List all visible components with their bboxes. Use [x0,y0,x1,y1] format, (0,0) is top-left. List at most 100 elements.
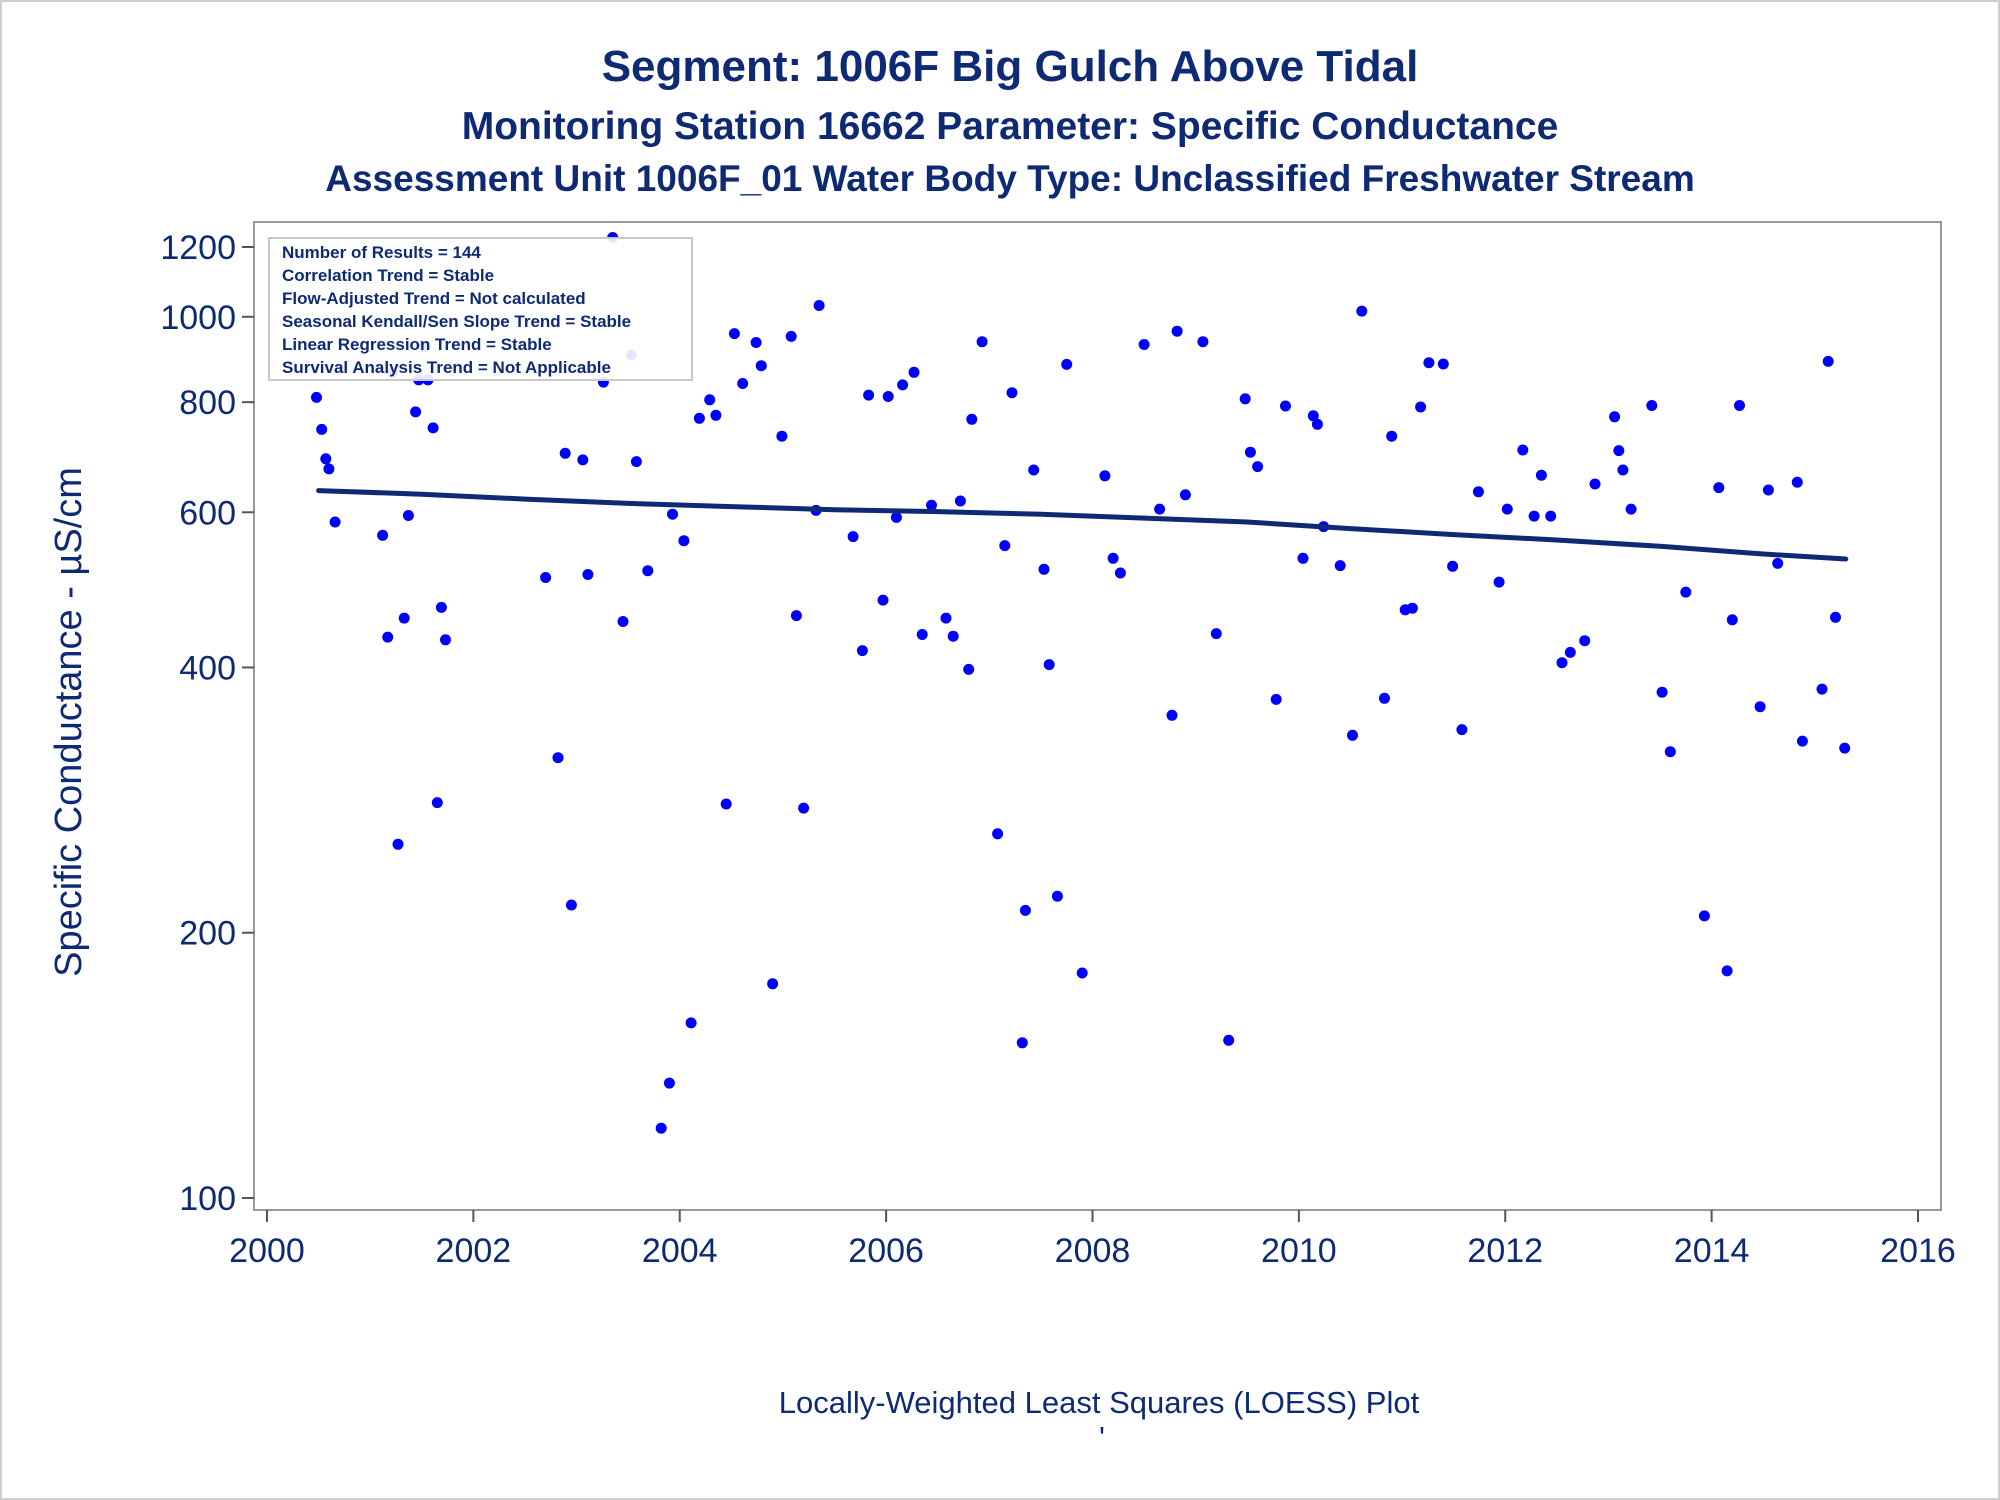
data-point [329,516,341,528]
data-point [1423,357,1435,369]
data-point [1311,418,1323,430]
data-point [663,1077,675,1089]
data-point [1038,563,1050,575]
data-point [963,663,975,675]
data-point [1028,464,1040,476]
data-point [1535,469,1547,481]
data-point [1646,400,1658,411]
data-point [440,634,451,646]
x-tick-label-2012: 2012 [1467,1232,1543,1270]
data-point [992,828,1004,840]
data-point [642,565,654,577]
data-point [1166,709,1178,721]
data-point [908,366,920,378]
data-point [1664,746,1676,758]
data-point [1223,1034,1235,1046]
data-point [1114,567,1126,579]
data-point [1006,387,1018,399]
data-point [1386,430,1398,442]
data-point [565,899,577,911]
data-point [1721,965,1733,977]
data-point [1270,693,1282,705]
data-point [1197,336,1209,348]
stats-line-correlation: Correlation Trend = Stable [282,266,494,285]
data-point [785,330,797,342]
data-point [1609,411,1621,423]
data-point [954,495,966,507]
data-point [392,838,404,850]
data-point [1379,692,1390,704]
data-point [1617,464,1629,476]
data-point [1493,576,1505,588]
data-point [1447,560,1459,572]
stats-line-linear-regression: Linear Regression Trend = Stable [282,335,552,354]
data-point [577,454,589,466]
data-point [966,413,978,425]
data-point [1239,393,1251,405]
data-point [1406,602,1418,614]
data-point [1210,628,1222,640]
data-point [1564,646,1576,658]
data-point [856,645,868,657]
data-point [1762,484,1774,496]
data-point [1613,445,1625,457]
data-point [1698,910,1710,922]
data-point [710,409,722,421]
data-point [320,453,332,465]
data-point [1107,552,1119,564]
data-point [1244,446,1256,458]
data-point [1545,510,1557,522]
data-point [1437,358,1449,370]
data-point [737,378,749,389]
stats-line-survival-analysis: Survival Analysis Trend = Not Applicable [282,358,611,377]
data-point [1280,400,1291,412]
data-point [1179,489,1191,501]
data-point [1579,635,1591,647]
data-point [1839,742,1851,754]
data-point [1138,339,1150,350]
chart-subtitle-2: Assessment Unit 1006F_01 Water Body Type… [325,158,1695,199]
data-point [685,1017,697,1029]
data-point [1076,967,1088,979]
y-tick-label-1000: 1000 [160,299,236,337]
data-point [410,406,422,418]
data-point [750,337,762,348]
stats-line-flow-adjusted: Flow-Adjusted Trend = Not calculated [282,289,586,308]
data-point [1528,510,1540,522]
data-point [1043,659,1055,671]
data-point [1307,410,1319,422]
plot-area [253,221,1942,1211]
data-point [976,336,988,348]
data-point [630,456,642,468]
data-point [767,978,779,990]
data-point [1061,358,1073,370]
data-point [1171,325,1183,337]
x-tick-label-2006: 2006 [848,1232,924,1270]
y-axis-label: Specific Conductance - µS/cm [48,467,90,977]
data-point [427,422,439,434]
data-point [1625,503,1637,515]
data-point [863,389,875,401]
y-tick-label-800: 800 [179,384,236,422]
data-point [947,630,959,642]
data-point [720,798,732,810]
data-point [1556,657,1568,669]
chart-title: Segment: 1006F Big Gulch Above Tidal [602,42,1419,91]
data-point [1051,890,1063,902]
x-tick-label-2000: 2000 [229,1232,305,1270]
data-point [377,529,389,541]
data-point [382,631,394,643]
data-point [1016,1037,1028,1049]
data-point [940,612,952,624]
data-point [1099,470,1111,482]
data-point [813,300,825,311]
x-tick-label-2002: 2002 [436,1232,512,1270]
data-point [926,499,937,511]
data-point [1415,401,1427,413]
data-point [1656,686,1668,698]
data-point [1517,444,1529,456]
data-point [678,535,690,547]
data-point [1347,729,1358,741]
data-point [1356,305,1368,317]
